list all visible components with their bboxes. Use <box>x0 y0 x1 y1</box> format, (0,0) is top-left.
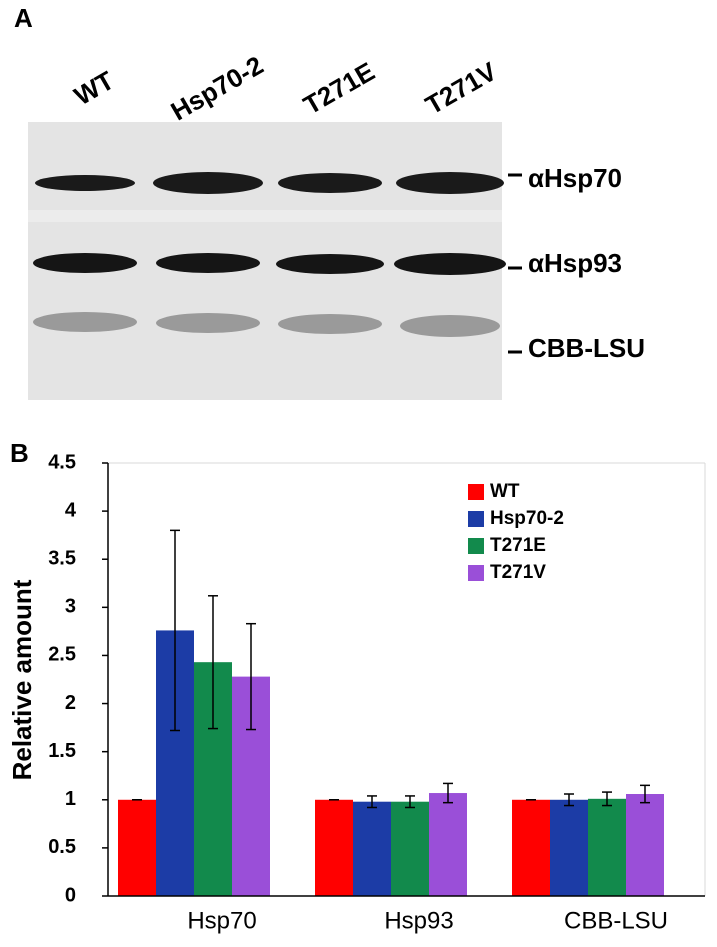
error-bar <box>640 784 650 804</box>
legend-swatch <box>468 511 484 527</box>
bar <box>118 799 156 896</box>
lsu-bands <box>33 312 500 337</box>
error-bar <box>443 782 453 804</box>
y-tick-label: 4.5 <box>48 451 76 473</box>
x-tick-label: Hsp70 <box>187 907 256 934</box>
bar <box>626 794 664 896</box>
band-ticks <box>508 173 522 354</box>
bar <box>315 799 353 896</box>
x-tick-label: CBB-LSU <box>564 907 668 934</box>
lane-label: T271V <box>420 56 502 121</box>
y-tick-label: 4 <box>65 499 77 521</box>
x-tick-label: Hsp93 <box>384 907 453 934</box>
bar <box>353 801 391 896</box>
band-label: αHsp93 <box>528 248 622 278</box>
error-bar <box>602 791 612 807</box>
y-tick-label: 1.5 <box>48 740 76 762</box>
panel-label: B <box>10 438 29 468</box>
y-tick-label: 2 <box>65 692 76 714</box>
lane-label: Hsp70-2 <box>166 50 269 127</box>
bar <box>512 799 550 896</box>
bar <box>429 793 467 896</box>
hsp93-bands <box>33 253 506 275</box>
band-label: CBB-LSU <box>528 333 645 363</box>
legend-label: WT <box>490 481 520 502</box>
error-bar <box>208 595 218 730</box>
bar <box>550 799 588 896</box>
y-tick-label: 2.5 <box>48 644 76 666</box>
error-bar <box>246 622 256 731</box>
bar <box>391 801 429 896</box>
hsp70-bands <box>35 172 504 194</box>
blot-seam <box>28 210 502 222</box>
bar <box>588 798 626 896</box>
error-bar <box>170 529 180 732</box>
lane-label: T271E <box>298 56 379 120</box>
legend-label: T271E <box>490 535 546 556</box>
error-bar <box>405 795 415 809</box>
legend-label: Hsp70-2 <box>490 508 564 529</box>
y-tick-label: 3 <box>65 596 76 618</box>
error-bar <box>367 795 377 809</box>
legend-swatch <box>468 538 484 554</box>
y-axis-label: Relative amount <box>7 579 37 780</box>
lane-label: WT <box>69 65 119 111</box>
y-tick-label: 3.5 <box>48 548 76 570</box>
y-tick-label: 0 <box>65 884 76 906</box>
legend-label: T271V <box>490 562 546 583</box>
y-tick-label: 1 <box>65 788 76 810</box>
panel-label: A <box>14 3 33 33</box>
blot <box>28 122 522 400</box>
band-label: αHsp70 <box>528 163 622 193</box>
error-bar <box>564 793 574 807</box>
y-tick-label: 0.5 <box>48 836 76 858</box>
legend-swatch <box>468 565 484 581</box>
legend-swatch <box>468 484 484 500</box>
